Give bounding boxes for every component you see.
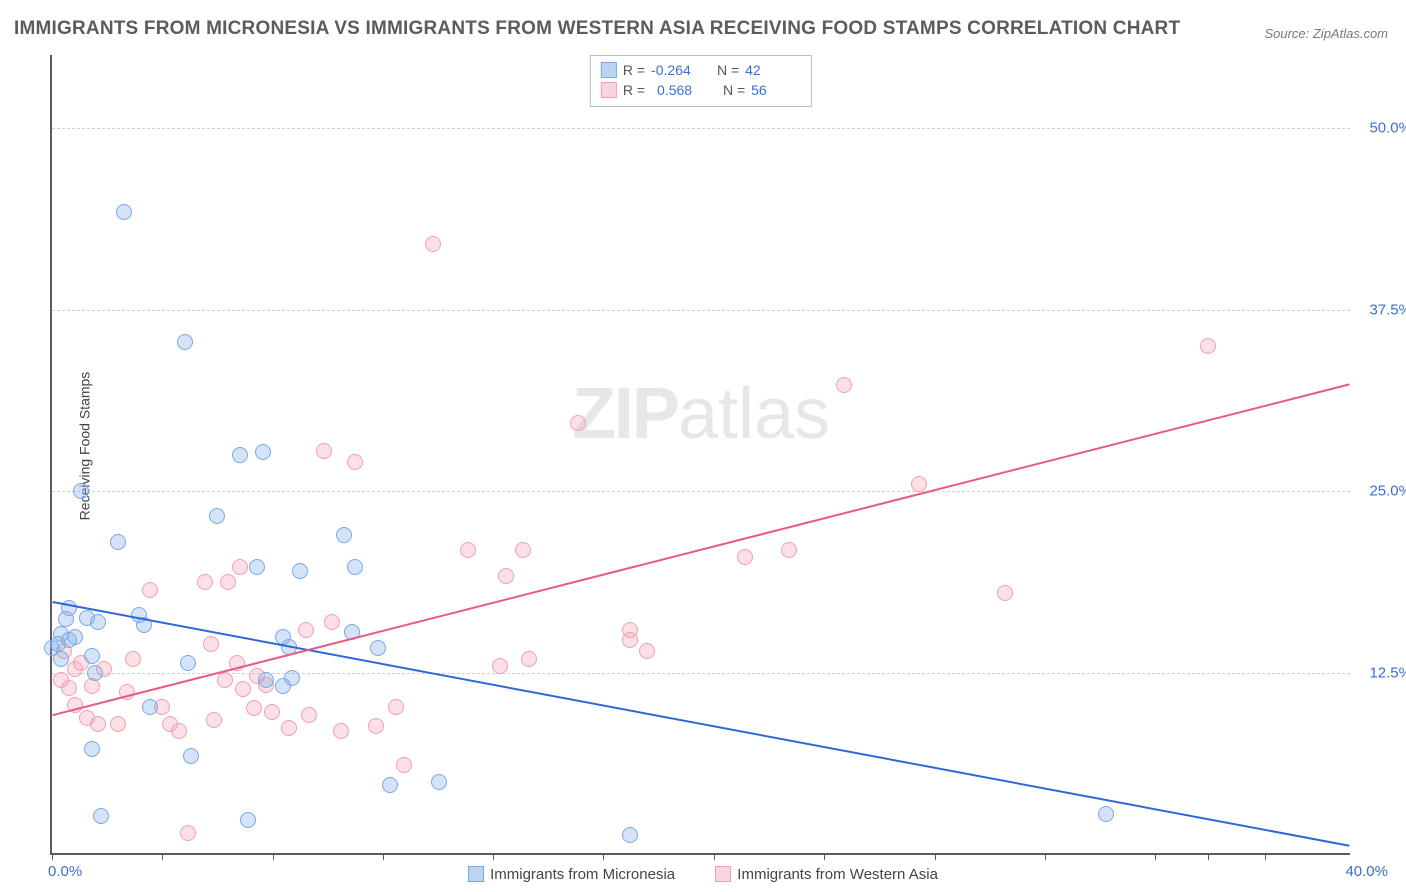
- x-tick: [824, 853, 825, 860]
- legend-swatch-1: [715, 866, 731, 882]
- legend-swatch-series-1: [601, 82, 617, 98]
- y-tick-label: 37.5%: [1357, 301, 1406, 318]
- x-tick: [1045, 853, 1046, 860]
- legend-N-label: N =: [717, 60, 739, 80]
- x-tick: [714, 853, 715, 860]
- legend-stats-row: R = -0.264 N = 42: [601, 60, 801, 80]
- x-tick: [1155, 853, 1156, 860]
- y-tick-label: 25.0%: [1357, 483, 1406, 500]
- x-tick-label-min: 0.0%: [48, 863, 82, 880]
- trend-line: [53, 384, 1350, 715]
- legend-N-value-1: 56: [751, 80, 801, 100]
- legend-R-value-0: -0.264: [651, 60, 701, 80]
- x-tick: [162, 853, 163, 860]
- chart-container: IMMIGRANTS FROM MICRONESIA VS IMMIGRANTS…: [0, 0, 1406, 892]
- legend-stats: R = -0.264 N = 42 R = 0.568 N = 56: [590, 55, 812, 107]
- x-tick: [493, 853, 494, 860]
- x-tick-label-max: 40.0%: [1345, 863, 1388, 880]
- chart-title: IMMIGRANTS FROM MICRONESIA VS IMMIGRANTS…: [14, 18, 1180, 40]
- legend-N-value-0: 42: [745, 60, 795, 80]
- legend-R-label: R =: [623, 60, 645, 80]
- x-tick: [52, 853, 53, 860]
- legend-swatch-series-0: [601, 62, 617, 78]
- x-tick: [1265, 853, 1266, 860]
- x-tick: [603, 853, 604, 860]
- x-tick: [383, 853, 384, 860]
- plot-area: ZIPatlas R = -0.264 N = 42 R = 0.568 N =…: [50, 55, 1350, 855]
- legend-item-1: Immigrants from Western Asia: [715, 866, 938, 883]
- x-tick: [273, 853, 274, 860]
- legend-label-0: Immigrants from Micronesia: [490, 866, 675, 883]
- legend-stats-row: R = 0.568 N = 56: [601, 80, 801, 100]
- legend-label-1: Immigrants from Western Asia: [737, 866, 938, 883]
- x-tick: [935, 853, 936, 860]
- x-tick: [1208, 853, 1209, 860]
- legend-item-0: Immigrants from Micronesia: [468, 866, 675, 883]
- legend-series: Immigrants from Micronesia Immigrants fr…: [0, 866, 1406, 887]
- source-label: Source: ZipAtlas.com: [1264, 26, 1388, 41]
- y-tick-label: 12.5%: [1357, 665, 1406, 682]
- y-tick-label: 50.0%: [1357, 119, 1406, 136]
- legend-R-value-1: 0.568: [651, 80, 707, 100]
- legend-swatch-0: [468, 866, 484, 882]
- legend-N-label: N =: [723, 80, 745, 100]
- trend-line: [53, 602, 1350, 846]
- trend-lines: [52, 55, 1350, 853]
- legend-R-label: R =: [623, 80, 645, 100]
